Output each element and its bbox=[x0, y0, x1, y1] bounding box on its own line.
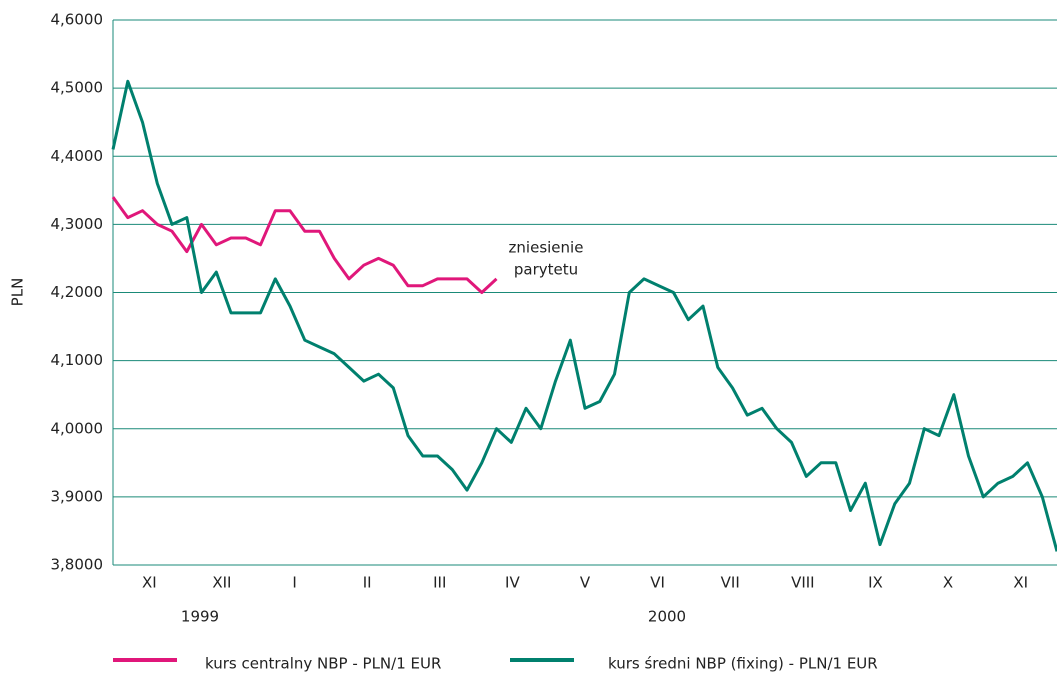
y-axis-label: PLN bbox=[9, 278, 27, 307]
y-tick-label: 4,4000 bbox=[51, 147, 104, 165]
x-tick-label: IV bbox=[505, 574, 520, 592]
x-tick-label: V bbox=[580, 574, 591, 592]
y-tick-label: 4,1000 bbox=[51, 351, 104, 369]
year-label: 1999 bbox=[181, 608, 219, 626]
year-label: 2000 bbox=[648, 608, 686, 626]
annotation: parytetu bbox=[514, 261, 578, 279]
x-tick-label: III bbox=[433, 574, 446, 592]
x-tick-label: II bbox=[363, 574, 372, 592]
y-tick-label: 4,6000 bbox=[51, 11, 104, 29]
y-tick-label: 4,0000 bbox=[51, 419, 104, 437]
x-tick-label: XI bbox=[142, 574, 157, 592]
series-line bbox=[111, 196, 498, 294]
annotation: zniesienie bbox=[509, 239, 584, 257]
series-line bbox=[111, 79, 1057, 552]
y-tick-label: 4,5000 bbox=[51, 79, 104, 97]
x-tick-label: X bbox=[943, 574, 953, 592]
x-tick-label: IX bbox=[868, 574, 883, 592]
x-tick-label: XI bbox=[1013, 574, 1028, 592]
legend-label: kurs centralny NBP - PLN/1 EUR bbox=[205, 655, 441, 673]
x-tick-label: VII bbox=[721, 574, 740, 592]
x-tick-label: VIII bbox=[791, 574, 815, 592]
x-tick-label: VI bbox=[650, 574, 665, 592]
x-tick-label: I bbox=[292, 574, 296, 592]
y-tick-label: 4,3000 bbox=[51, 215, 104, 233]
legend-label: kurs średni NBP (fixing) - PLN/1 EUR bbox=[608, 655, 878, 673]
y-tick-label: 3,8000 bbox=[51, 556, 104, 574]
y-tick-label: 4,2000 bbox=[51, 283, 104, 301]
x-tick-label: XII bbox=[212, 574, 231, 592]
y-tick-label: 3,9000 bbox=[51, 487, 104, 505]
